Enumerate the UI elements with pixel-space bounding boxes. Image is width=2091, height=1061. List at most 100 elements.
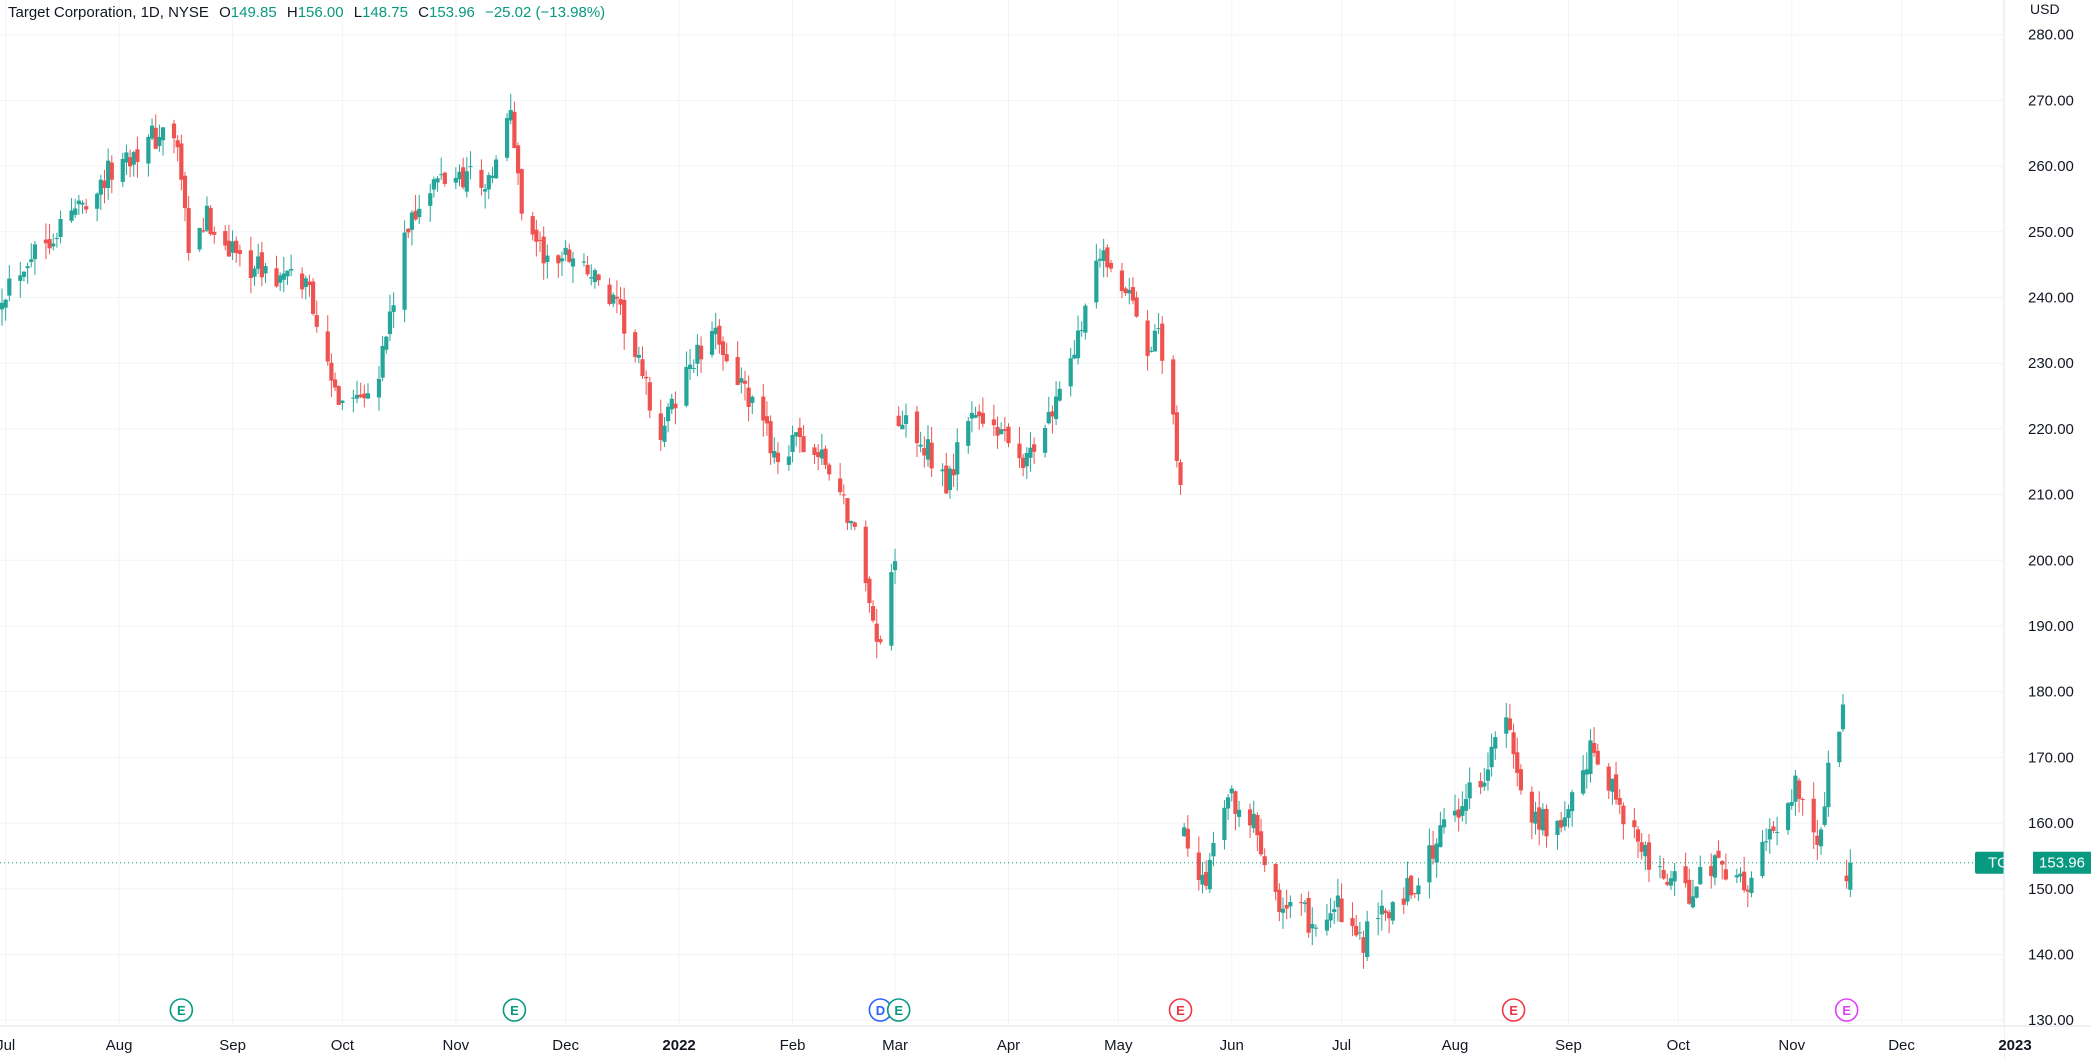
candle xyxy=(1434,838,1439,878)
candle xyxy=(750,395,755,415)
candle xyxy=(124,144,129,175)
candle-body xyxy=(1566,809,1571,819)
candle xyxy=(182,171,188,222)
candle-body xyxy=(18,275,23,281)
candle xyxy=(1127,277,1132,305)
candle-body xyxy=(160,127,166,141)
candle xyxy=(1383,907,1388,922)
y-tick-label: 130.00 xyxy=(2028,1012,2074,1029)
candle xyxy=(439,157,444,180)
x-tick-label: Sep xyxy=(219,1037,246,1054)
candle-body xyxy=(724,354,729,362)
candle xyxy=(428,183,433,222)
candle xyxy=(354,380,360,404)
candle-body xyxy=(256,256,261,269)
candle-body xyxy=(607,284,612,305)
price-axis[interactable]: USD 130.00 140.00 150.00 160.00 170.00 180.00 1… xyxy=(2003,0,2091,1061)
candle-body xyxy=(1262,856,1267,866)
candle-body xyxy=(1742,871,1747,891)
candle xyxy=(1043,424,1048,458)
candle xyxy=(812,443,817,464)
candle xyxy=(1559,811,1564,833)
candle xyxy=(1709,853,1714,889)
candle-body xyxy=(76,200,81,205)
candle-body xyxy=(406,228,411,233)
candle xyxy=(1493,731,1498,760)
candle-body xyxy=(1800,799,1805,801)
y-tick-label: 180.00 xyxy=(2028,684,2074,701)
candle-body xyxy=(1387,912,1392,919)
candle xyxy=(999,422,1004,435)
candle xyxy=(274,255,279,288)
candle xyxy=(1610,778,1615,805)
candle xyxy=(1811,782,1816,849)
candle xyxy=(1068,347,1073,397)
event-marker: E xyxy=(502,998,527,1022)
candle xyxy=(351,389,356,413)
candle-body xyxy=(1456,809,1461,818)
candle-body xyxy=(468,166,473,168)
candle-body xyxy=(1236,809,1242,817)
x-tick-label: Feb xyxy=(780,1037,806,1054)
candle-body xyxy=(530,216,535,235)
candle-body xyxy=(1079,330,1084,332)
y-tick-label: 190.00 xyxy=(2028,618,2074,635)
candle-body xyxy=(1075,330,1081,359)
candle-body xyxy=(1818,829,1824,847)
x-tick-label: Dec xyxy=(1888,1037,1915,1054)
candle-body xyxy=(329,362,334,381)
candle xyxy=(58,210,63,244)
candle-body xyxy=(1365,921,1370,958)
candle-body xyxy=(1024,452,1029,467)
candle xyxy=(248,236,253,294)
candle xyxy=(175,135,180,162)
candle xyxy=(951,453,956,487)
candle-body xyxy=(197,227,202,250)
candle xyxy=(772,437,777,464)
candle-body xyxy=(1716,850,1721,858)
candle-body xyxy=(336,386,341,405)
candle xyxy=(1021,454,1026,477)
candle xyxy=(1075,315,1081,365)
candle-body xyxy=(73,208,78,215)
candle xyxy=(47,223,52,255)
candle xyxy=(300,267,305,299)
candle-body xyxy=(362,393,367,399)
candle-body xyxy=(1405,878,1410,902)
event-label: E xyxy=(1842,1003,1851,1018)
candle xyxy=(1789,789,1794,810)
candle xyxy=(84,198,89,214)
candle-body xyxy=(709,331,715,355)
candle xyxy=(1668,870,1674,891)
time-axis[interactable]: Jul Aug Sep Oct Nov Dec 2022 Feb Mar Apr May Jun Jul… xyxy=(0,1025,2091,1061)
candle-body xyxy=(1632,820,1637,828)
candle-body xyxy=(7,278,12,296)
candle-body xyxy=(512,111,517,149)
candle xyxy=(32,241,38,275)
candle xyxy=(1511,723,1516,769)
candle xyxy=(1361,930,1366,969)
candle-body xyxy=(1032,444,1037,452)
candle-body xyxy=(182,175,188,209)
candle-body xyxy=(1785,803,1791,831)
candle-body xyxy=(581,261,587,263)
candle xyxy=(695,334,700,377)
candle xyxy=(1350,902,1355,937)
candle xyxy=(867,576,872,613)
candle-body xyxy=(409,212,415,230)
candle-body xyxy=(870,606,876,621)
candle xyxy=(698,336,704,373)
candle-body xyxy=(120,158,125,182)
candle-body xyxy=(896,415,901,427)
x-tick-label: Jul xyxy=(1332,1037,1351,1054)
candle xyxy=(878,635,883,645)
candle-body xyxy=(1709,866,1714,876)
candle-body xyxy=(849,521,854,524)
candle xyxy=(402,220,407,323)
candle xyxy=(1185,815,1190,857)
candle-body xyxy=(1460,806,1465,816)
candle-body xyxy=(1094,260,1099,303)
candle xyxy=(1540,803,1545,836)
candle-body xyxy=(186,208,191,253)
